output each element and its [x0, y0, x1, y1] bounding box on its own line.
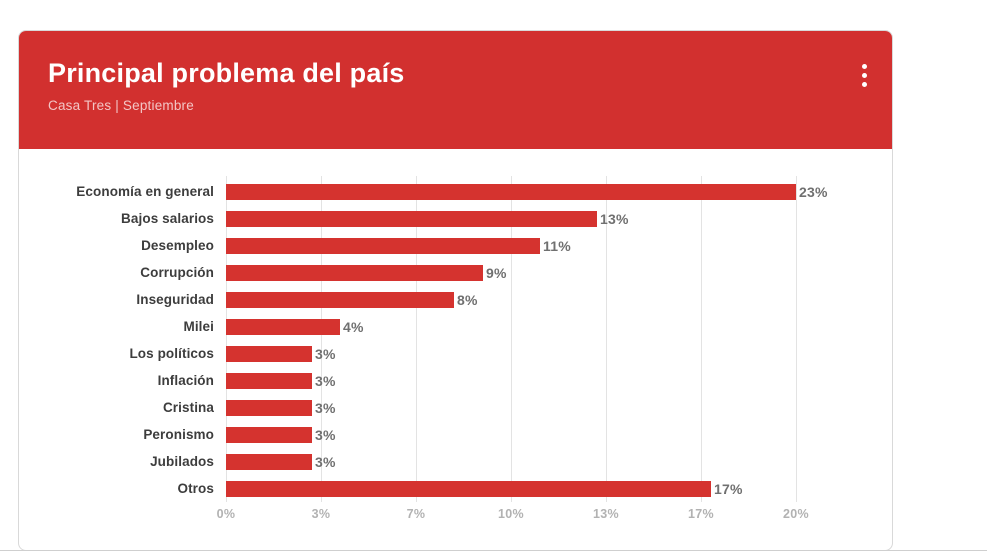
chart-bar[interactable] [226, 372, 312, 389]
kebab-menu-button[interactable] [852, 57, 876, 93]
chart-bar[interactable] [226, 426, 312, 443]
bar-row: Peronismo 3% [19, 421, 892, 448]
bar-row: Desempleo 11% [19, 232, 892, 259]
page-title: Principal problema del país [48, 58, 405, 88]
value-label: 9% [486, 264, 507, 281]
category-label: Jubilados [150, 454, 214, 469]
value-label: 3% [315, 426, 336, 443]
bar-row: Corrupción 9% [19, 259, 892, 286]
bar-row: Otros 17% [19, 475, 892, 502]
card-header: Principal problema del país Casa Tres | … [19, 31, 892, 149]
bar-row: Inflación 3% [19, 367, 892, 394]
plot-cell: 4% [226, 313, 796, 340]
value-label: 11% [543, 237, 571, 254]
kebab-dot-icon [861, 72, 867, 78]
chart-subtitle: Casa Tres | Septiembre [48, 98, 194, 113]
chart-bar[interactable] [226, 318, 340, 335]
gridline [511, 176, 512, 502]
chart-bar[interactable] [226, 453, 312, 470]
plot-cell: 11% [226, 232, 796, 259]
bar-row: Los políticos 3% [19, 340, 892, 367]
category-label: Desempleo [141, 238, 214, 253]
kebab-dot-icon [861, 63, 867, 69]
gridline [416, 176, 417, 502]
value-label: 3% [315, 399, 336, 416]
chart-bar[interactable] [226, 345, 312, 362]
category-label: Peronismo [143, 427, 214, 442]
plot-cell: 17% [226, 475, 796, 502]
value-label: 4% [343, 318, 364, 335]
gridline [321, 176, 322, 502]
category-label: Otros [177, 481, 214, 496]
chart-bar[interactable] [226, 399, 312, 416]
plot-cell: 13% [226, 205, 796, 232]
bar-row: Jubilados 3% [19, 448, 892, 475]
x-axis-tick-label: 7% [406, 507, 426, 521]
gridline [226, 176, 227, 502]
category-label: Cristina [162, 400, 214, 415]
x-axis-tick-label: 0% [216, 507, 236, 521]
value-label: 3% [315, 345, 336, 362]
gridline [796, 176, 797, 502]
value-label: 8% [457, 291, 478, 308]
page-bottom-divider [0, 550, 987, 551]
plot-cell: 3% [226, 367, 796, 394]
chart-card: Principal problema del país Casa Tres | … [18, 30, 893, 551]
plot-cell: 3% [226, 394, 796, 421]
plot-cell: 23% [226, 178, 827, 205]
bar-row: Bajos salarios 13% [19, 205, 892, 232]
category-label: Milei [183, 319, 214, 334]
category-label: Inseguridad [136, 292, 214, 307]
plot-cell: 9% [226, 259, 796, 286]
plot-cell: 3% [226, 421, 796, 448]
chart-bar[interactable] [226, 237, 540, 254]
bar-rows: Economía en general 23% Bajos salarios 13% D… [19, 178, 892, 502]
category-label: Bajos salarios [121, 211, 214, 226]
x-axis: 0% 3% 7% 10% 13% 17% 20% [217, 507, 809, 525]
value-label: 3% [315, 453, 336, 470]
value-label: 3% [315, 372, 336, 389]
category-label: Economía en general [76, 184, 214, 199]
bar-row: Milei 4% [19, 313, 892, 340]
x-axis-tick-label: 10% [498, 507, 524, 521]
x-axis-tick-label: 20% [783, 507, 809, 521]
bar-chart: Economía en general 23% Bajos salarios 13% D… [19, 149, 892, 550]
bar-row: Cristina 3% [19, 394, 892, 421]
plot-cell: 3% [226, 340, 796, 367]
plot-cell: 8% [226, 286, 796, 313]
category-label: Corrupción [140, 265, 214, 280]
bar-row: Economía en general 23% [19, 178, 892, 205]
plot-cell: 3% [226, 448, 796, 475]
category-label: Los políticos [129, 346, 214, 361]
x-axis-tick-label: 13% [593, 507, 619, 521]
chart-bar[interactable] [226, 264, 483, 281]
chart-bar[interactable] [226, 210, 597, 227]
chart-bar[interactable] [226, 480, 711, 497]
category-label: Inflación [157, 373, 214, 388]
x-axis-tick-label: 17% [688, 507, 714, 521]
gridline [701, 176, 702, 502]
value-label: 23% [799, 183, 828, 200]
bar-row: Inseguridad 8% [19, 286, 892, 313]
chart-bar[interactable] [226, 183, 796, 200]
gridline [606, 176, 607, 502]
value-label: 17% [714, 480, 743, 497]
value-label: 13% [600, 210, 629, 227]
x-axis-tick-label: 3% [311, 507, 331, 521]
kebab-dot-icon [861, 81, 867, 87]
chart-bar[interactable] [226, 291, 454, 308]
